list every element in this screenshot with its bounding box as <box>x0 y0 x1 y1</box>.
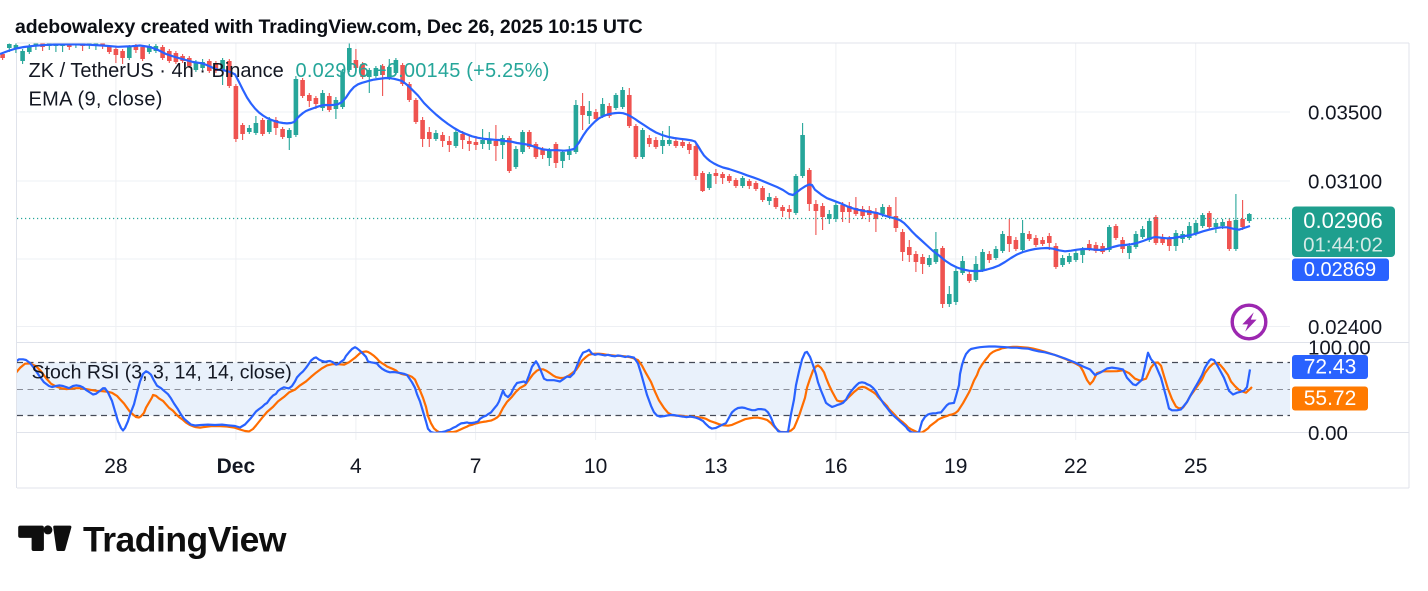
svg-text:adebowalexy created with Tradi: adebowalexy created with TradingView.com… <box>15 16 643 38</box>
svg-text:13: 13 <box>704 455 727 478</box>
svg-text:0.00: 0.00 <box>1308 422 1348 445</box>
svg-text:100.00: 100.00 <box>1308 337 1371 360</box>
svg-text:10: 10 <box>584 455 607 478</box>
svg-text:TradingView: TradingView <box>83 520 287 560</box>
svg-text:72.43: 72.43 <box>1304 356 1357 379</box>
svg-text:0.02869: 0.02869 <box>1304 259 1376 281</box>
svg-text:0.02906 +0.00145 (+5.25%): 0.02906 +0.00145 (+5.25%) <box>296 60 550 82</box>
svg-text:Dec: Dec <box>217 455 256 478</box>
svg-text:4: 4 <box>350 455 362 478</box>
svg-text:Stoch RSI (3, 3, 14, 14, close: Stoch RSI (3, 3, 14, 14, close) <box>32 362 292 384</box>
svg-text:EMA (9, close): EMA (9, close) <box>29 89 163 111</box>
svg-text:01:44:02: 01:44:02 <box>1303 234 1383 257</box>
svg-text:16: 16 <box>824 455 847 478</box>
svg-text:ZK / TetherUS · 4h · Binance: ZK / TetherUS · 4h · Binance <box>29 60 284 82</box>
svg-text:25: 25 <box>1184 455 1207 478</box>
svg-text:0.03100: 0.03100 <box>1308 171 1382 194</box>
svg-text:0.02906: 0.02906 <box>1303 208 1383 233</box>
svg-text:0.03500: 0.03500 <box>1308 102 1382 125</box>
svg-text:7: 7 <box>470 455 482 478</box>
svg-text:19: 19 <box>944 455 967 478</box>
svg-text:22: 22 <box>1064 455 1087 478</box>
svg-text:55.72: 55.72 <box>1304 387 1357 410</box>
svg-text:28: 28 <box>104 455 127 478</box>
svg-text:0.02400: 0.02400 <box>1308 316 1382 339</box>
